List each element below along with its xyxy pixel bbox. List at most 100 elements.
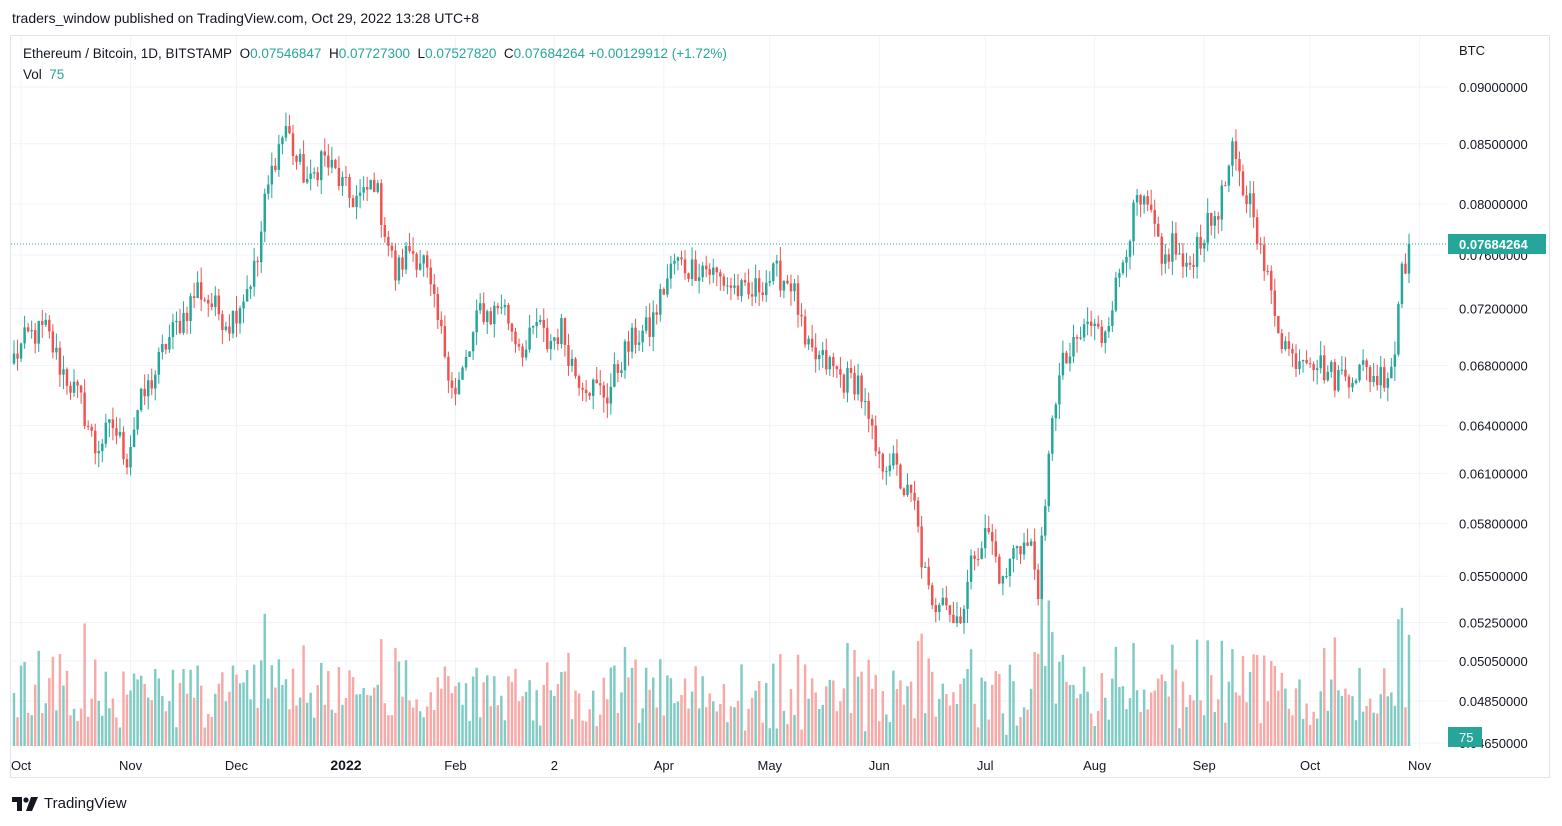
volume-bar [115, 717, 118, 746]
volume-bar [934, 716, 937, 746]
candle-body [97, 451, 100, 454]
candle-body [288, 126, 291, 134]
volume-bar [118, 727, 122, 746]
candle-body [1199, 236, 1202, 249]
candle-body [341, 176, 344, 187]
volume-bar [538, 725, 542, 746]
candle-body [599, 383, 602, 386]
volume-bar [800, 729, 803, 746]
chart-frame[interactable] [10, 35, 1550, 778]
volume-bar [196, 665, 199, 746]
volume-bar [659, 659, 662, 746]
volume-bar [90, 698, 93, 746]
volume-bar [1308, 724, 1312, 746]
candle-body [885, 471, 888, 473]
candle-body [1146, 196, 1149, 205]
volume-bar [1160, 674, 1164, 746]
candle-body [365, 187, 369, 190]
x-tick-label: Apr [654, 758, 675, 773]
candle-body [1347, 376, 1351, 388]
candle-body [249, 286, 252, 290]
volume-bar [666, 675, 669, 746]
volume-bar [1153, 690, 1156, 746]
candle-body [1195, 236, 1199, 267]
volume-bar [599, 714, 602, 746]
y-tick-label: 0.06800000 [1459, 358, 1528, 373]
candle-body [952, 614, 955, 624]
candle-body [768, 281, 772, 283]
volume-bar [1368, 698, 1372, 746]
volume-bar [62, 685, 65, 746]
candle-body [122, 431, 125, 460]
volume-bar [856, 676, 860, 746]
candle-body [101, 443, 104, 452]
candle-body [464, 356, 468, 368]
candle-body [48, 319, 51, 332]
candle-body [305, 178, 309, 183]
volume-bar [1072, 684, 1075, 746]
volume-bar [747, 708, 750, 746]
candle-body [846, 368, 849, 393]
volume-bar [1015, 725, 1019, 746]
volume-bar [348, 670, 351, 746]
price-axis[interactable]: 0.090000000.085000000.080000000.07600000… [1459, 80, 1528, 751]
candle-body [584, 389, 588, 394]
symbol-title[interactable]: Ethereum / Bitcoin, 1D, BITSTAMP [23, 46, 233, 61]
volume-bar [418, 711, 422, 746]
volume-bar [394, 647, 397, 746]
candle-body [779, 260, 782, 291]
volume-bar [443, 666, 447, 746]
volume-bar [779, 654, 782, 746]
candle-body [1266, 270, 1269, 272]
volume-bar [1315, 718, 1319, 746]
candle-body [613, 364, 616, 387]
candle-body [263, 193, 266, 232]
candle-body [408, 245, 411, 252]
x-tick-label: Nov [119, 758, 143, 773]
volume-bar [712, 701, 715, 746]
candle-body [1220, 185, 1224, 220]
volume-bar [203, 727, 206, 746]
volume-bar [1089, 713, 1093, 746]
candle-body [150, 380, 153, 389]
y-tick-label: 0.09000000 [1459, 80, 1528, 95]
candle-body [79, 385, 83, 393]
volume-bar [902, 704, 906, 746]
volume-bar [715, 711, 719, 746]
volume-bar [560, 671, 563, 746]
candle-body [973, 555, 976, 559]
candle-body [729, 285, 733, 288]
candle-body [966, 581, 969, 609]
candle-body [983, 528, 987, 549]
candle-body [1178, 253, 1181, 255]
volume-bar [97, 700, 100, 746]
footer-brand[interactable]: TradingView [44, 795, 127, 812]
volume-bar [93, 659, 97, 746]
candle-body [1386, 378, 1390, 388]
volume-bar [1051, 632, 1054, 746]
volume-bar [609, 667, 613, 746]
volume-bar [383, 703, 387, 746]
volume-bar [1209, 675, 1213, 746]
candle-body [623, 341, 627, 371]
candle-body [1340, 369, 1344, 371]
candle-body [115, 428, 118, 436]
candle-body [344, 176, 348, 178]
candle-body [1255, 217, 1259, 244]
candle-body [171, 322, 175, 338]
volume-bar [1086, 691, 1089, 746]
candle-body [1044, 506, 1047, 536]
volume-bar [1234, 692, 1238, 746]
time-axis[interactable]: Oct Nov Dec 2022 Feb 2 Apr May Jun Jul Aug Sep Oct No… [11, 757, 1432, 773]
volume-bar [164, 711, 168, 746]
volume-bar [1393, 705, 1397, 746]
volume-bar [832, 680, 835, 746]
volume-bar [312, 717, 316, 746]
volume-bar [408, 700, 411, 746]
candle-body [669, 263, 673, 279]
candle-body [945, 597, 948, 606]
candle-body [570, 358, 574, 366]
candle-body [1054, 404, 1058, 419]
candle-body [1315, 368, 1319, 371]
